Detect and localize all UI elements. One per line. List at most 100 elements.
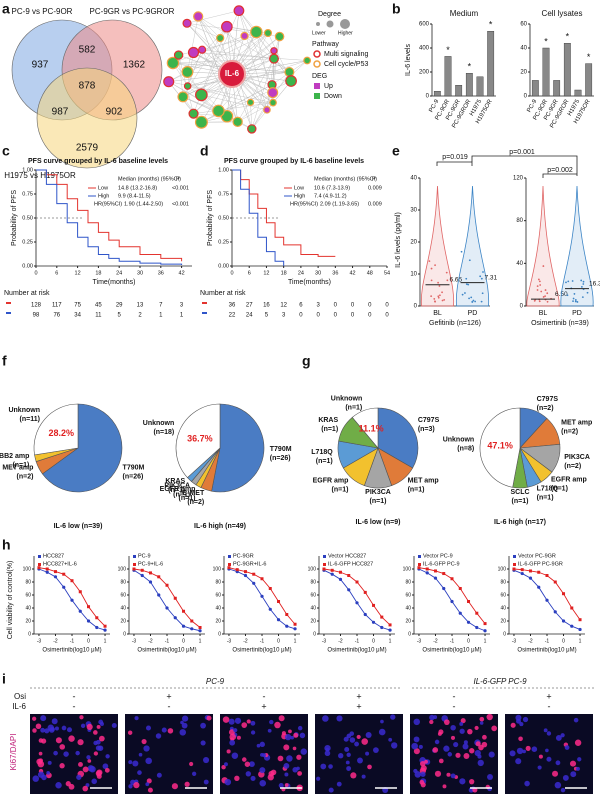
violin-dot	[538, 280, 541, 283]
x-tick-label: -1	[260, 638, 265, 644]
violin-dot	[428, 260, 431, 262]
data-point	[140, 573, 144, 578]
y-tick-label: 80	[25, 579, 31, 585]
pie-count: (n=2)	[564, 463, 581, 470]
violin-dot	[567, 280, 570, 283]
pie-label: MET amp	[561, 419, 592, 426]
network-node	[188, 108, 199, 119]
nucleus	[463, 740, 468, 745]
data-point	[37, 566, 41, 570]
network-node	[232, 116, 243, 128]
nucleus	[236, 735, 241, 740]
violin-dot	[461, 293, 464, 296]
violin-dot	[482, 271, 484, 273]
bar	[444, 56, 452, 97]
nucleus	[537, 765, 542, 770]
nucleus	[269, 719, 274, 725]
nucleus	[55, 737, 62, 744]
nucleus	[53, 750, 58, 756]
network-edge	[198, 16, 238, 122]
nucleus	[181, 715, 189, 722]
percent-label: 11.1%	[359, 424, 384, 434]
data-point	[260, 577, 264, 581]
nucleus	[346, 733, 352, 739]
nucleus	[336, 715, 343, 722]
nucleus	[85, 783, 90, 787]
x-tick-label: 0	[87, 638, 90, 644]
nucleus	[145, 757, 152, 765]
violin-dot	[576, 301, 579, 303]
data-point	[260, 594, 264, 598]
network-edge	[193, 102, 274, 114]
violin-dot	[544, 295, 547, 298]
fit-curve	[323, 569, 391, 631]
risk-count: 16	[263, 303, 270, 309]
violin-dot	[460, 250, 463, 253]
fit-curve	[323, 568, 391, 626]
risk-count: 27	[246, 303, 253, 309]
nucleus	[320, 763, 327, 770]
significance: *	[566, 32, 570, 42]
data-point	[380, 625, 384, 630]
nucleus	[284, 783, 289, 787]
nucleus	[284, 772, 289, 777]
violin-dot	[582, 280, 585, 283]
violin-dot	[467, 283, 470, 286]
nucleus	[104, 767, 110, 773]
y-tick-label: 100	[403, 566, 412, 572]
pie-count: (n=1)	[321, 426, 338, 433]
data-point	[330, 572, 334, 576]
legend-swatch	[133, 555, 136, 558]
nucleus	[91, 778, 97, 785]
y-tick-label: 0.75	[22, 191, 33, 197]
nucleus	[132, 760, 139, 767]
network-node	[216, 33, 225, 43]
network-node	[163, 76, 175, 88]
x-tick-label: -3	[417, 638, 422, 644]
nucleus	[82, 785, 89, 792]
panel-label: a	[2, 1, 10, 17]
y-tick-label: 0.50	[22, 215, 33, 221]
nucleus	[229, 739, 236, 746]
network-node	[183, 82, 192, 90]
legend-median: 9.9 (8.4-11.5)	[118, 193, 151, 199]
legend-swatch	[418, 563, 421, 566]
nucleus	[133, 782, 140, 789]
treatment-sign: -	[73, 701, 76, 711]
violin-dot	[471, 300, 474, 303]
nucleus	[228, 718, 235, 725]
violin-dot	[439, 294, 441, 297]
nucleus	[44, 728, 50, 734]
pie-label: EGFR amp	[551, 476, 587, 483]
nucleus	[46, 770, 50, 775]
nucleus	[87, 759, 92, 763]
nucleus	[137, 770, 142, 775]
pie-label: MET amp	[2, 464, 33, 471]
violin-dot	[542, 265, 545, 267]
pie-count: (n=1)	[370, 498, 387, 505]
pie-label: KRAS	[165, 478, 185, 485]
x-tick-label: 0	[182, 638, 185, 644]
x-axis-label: Time(months)	[288, 279, 331, 286]
legend-median: 14.8 (13.2-16.8)	[118, 185, 157, 191]
nucleus	[278, 715, 285, 722]
nucleus	[574, 739, 582, 746]
data-point	[537, 585, 541, 589]
network-node	[263, 28, 273, 38]
nucleus	[244, 761, 251, 767]
nucleus	[292, 746, 297, 751]
legend-label: HCC827	[43, 553, 64, 559]
treatment-sign: -	[453, 691, 456, 701]
data-point	[545, 574, 549, 577]
bar	[476, 76, 484, 97]
violin-dot	[480, 300, 483, 303]
bracket	[542, 173, 577, 178]
pie-label: PIK3CA	[365, 489, 391, 496]
p-value: p=0.001	[509, 149, 535, 156]
x-tick-label: 0	[467, 638, 470, 644]
pie-count: (n=2)	[561, 428, 578, 435]
significance: *	[544, 36, 548, 46]
network-node	[233, 5, 245, 17]
nucleus	[79, 715, 84, 720]
y-axis-label: IL-6 levels	[405, 44, 412, 76]
